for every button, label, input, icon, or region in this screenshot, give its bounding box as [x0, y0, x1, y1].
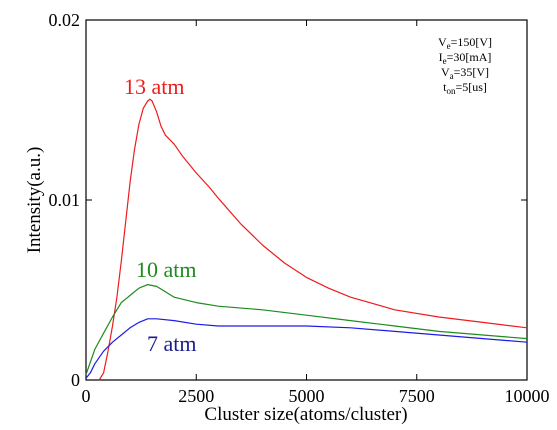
y-axis-title: Intensity(a.u.) — [24, 147, 45, 254]
y-tick-label: 0 — [71, 370, 80, 390]
y-tick-label: 0.01 — [49, 190, 81, 210]
parameter-annotation: Ve=150[V]Ie=30[mA]Va=35[V]ton=5[us] — [438, 35, 492, 96]
series-lines — [85, 98, 528, 381]
x-tick-label: 2500 — [178, 386, 214, 406]
series-label-13-atm: 13 atm — [124, 74, 185, 99]
series-line-7-atm — [85, 318, 528, 379]
annotation-line: Ve=150[V] — [438, 35, 492, 51]
series-label-10-atm: 10 atm — [136, 257, 197, 282]
x-axis-title: Cluster size(atoms/cluster) — [204, 404, 407, 425]
x-tick-label: 0 — [82, 386, 91, 406]
x-tick-label: 5000 — [289, 386, 325, 406]
axis-ticks: 0 2500 5000 7500 10000 0 0.01 0.02 — [49, 10, 550, 406]
y-tick-label: 0.02 — [49, 10, 81, 30]
series-line-10-atm — [85, 284, 528, 375]
x-tick-label: 10000 — [505, 386, 550, 406]
series-line-13-atm — [98, 98, 528, 381]
annotation-line: Va=35[V] — [441, 65, 489, 81]
annotation-line: ton=5[us] — [443, 80, 487, 96]
series-label-7-atm: 7 atm — [147, 331, 197, 356]
annotation-line: Ie=30[mA] — [439, 50, 492, 66]
x-tick-label: 7500 — [399, 386, 435, 406]
